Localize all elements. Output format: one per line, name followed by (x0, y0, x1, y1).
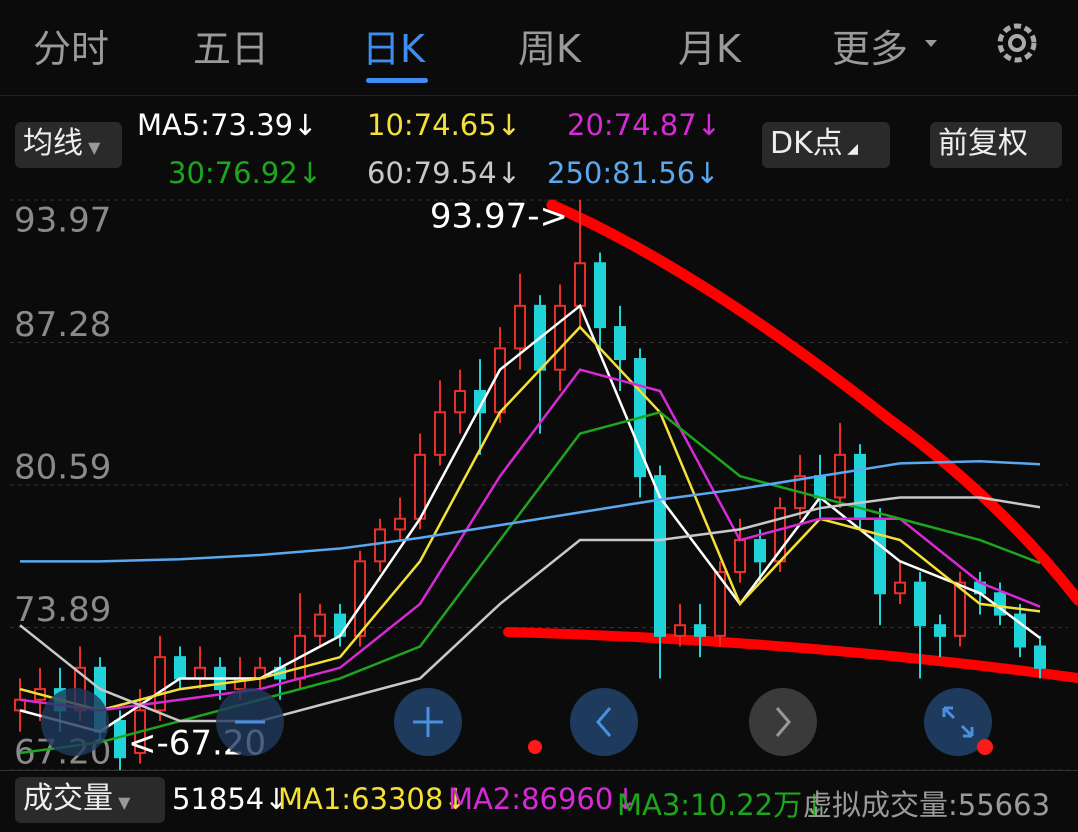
ma-line (19, 303, 1041, 734)
candle-body (474, 389, 486, 414)
dropdown-arrow (925, 40, 937, 47)
scroll-left-button[interactable] (41, 688, 109, 756)
ma-line (19, 368, 1041, 712)
fullscreen-button[interactable] (924, 688, 992, 756)
candle-body (694, 624, 706, 637)
candle-body (1034, 645, 1046, 669)
tab[interactable]: 周K (518, 27, 581, 71)
drawn-trendline (546, 199, 1078, 606)
candle-body (714, 570, 726, 637)
ma-button-label: 均线 (23, 126, 83, 161)
candle-body (174, 656, 186, 680)
candle-body (314, 613, 326, 637)
prev-button[interactable] (570, 688, 638, 756)
ma-label: 60:79.54↓ (367, 156, 521, 190)
ma-line (19, 496, 1041, 723)
candle-body (874, 517, 886, 595)
dot (977, 739, 993, 755)
volume-label: 51854↓ (172, 782, 289, 816)
tab[interactable]: 月K (678, 27, 741, 71)
settings-icon[interactable] (990, 16, 1044, 70)
icon (775, 707, 791, 737)
tab-underline (366, 78, 428, 83)
candle-body (614, 326, 626, 361)
y-tick-label: 93.97 (14, 201, 111, 241)
drawn-trendline (503, 627, 1078, 683)
tab[interactable]: 五日 (193, 27, 270, 71)
divider (0, 770, 1078, 771)
y-tick-label: 73.89 (14, 590, 111, 630)
candle-body (514, 304, 526, 350)
candle-body (834, 453, 846, 499)
ma-label: MA5:73.39↓ (137, 108, 318, 142)
icon (596, 707, 612, 737)
candle-body (454, 389, 466, 414)
candle-body (894, 581, 906, 595)
dk-button[interactable]: DK点 ◢ (762, 122, 890, 168)
ma-label: 30:76.92↓ (168, 156, 322, 190)
candle-body (574, 262, 586, 307)
tab[interactable]: 分时 (33, 27, 110, 71)
candle-body (394, 517, 406, 531)
candle-body (814, 475, 826, 499)
volume-label: MA1:63308↓ (278, 782, 468, 816)
candle-body (674, 624, 686, 637)
candle-body (374, 528, 386, 563)
candle-body (734, 539, 746, 573)
volume-button[interactable]: 成交量 ▼ (15, 777, 165, 823)
adjust-button[interactable]: 前复权 (930, 122, 1062, 168)
candle-body (554, 304, 566, 371)
ma-line (20, 460, 1041, 563)
volume-label: 虚拟成交量:55663 (803, 788, 1051, 822)
candle-body (934, 624, 946, 637)
volume-label: MA2:86960↓ (448, 782, 638, 816)
ma-label: 20:74.87↓ (567, 108, 721, 142)
volume-button-label: 成交量 (23, 781, 113, 816)
ma-line (19, 410, 1041, 755)
candle-body (954, 581, 966, 637)
next-button[interactable] (749, 688, 817, 756)
candle-body (354, 560, 366, 637)
candle-body (434, 411, 446, 456)
max-annotation: 93.97-> (430, 197, 568, 237)
tab[interactable]: 更多 (832, 27, 909, 71)
dot (528, 740, 542, 754)
candle-body (494, 347, 506, 414)
y-tick-label: 80.59 (14, 447, 111, 487)
candle-body (914, 581, 926, 627)
ma-label: 250:81.56↓ (547, 156, 720, 190)
y-tick-label: 87.28 (14, 305, 111, 345)
ma-button[interactable]: 均线 ▼ (15, 122, 122, 168)
candle-body (154, 656, 166, 712)
divider (0, 95, 1078, 96)
candle-body (1014, 613, 1026, 648)
icon (413, 707, 443, 737)
tab-active[interactable]: 日K (362, 27, 425, 71)
candle-body (594, 262, 606, 329)
control-row (41, 688, 993, 756)
candle-body (414, 453, 426, 520)
ma-line (19, 325, 1041, 712)
volume-label: MA3:10.22万↓ (617, 788, 827, 822)
icon (942, 706, 974, 738)
ma-label: 10:74.65↓ (367, 108, 521, 142)
dk-button-label: DK点 (770, 126, 843, 161)
candle-body (754, 539, 766, 563)
candle-body (654, 475, 666, 637)
candle-body (194, 666, 206, 680)
